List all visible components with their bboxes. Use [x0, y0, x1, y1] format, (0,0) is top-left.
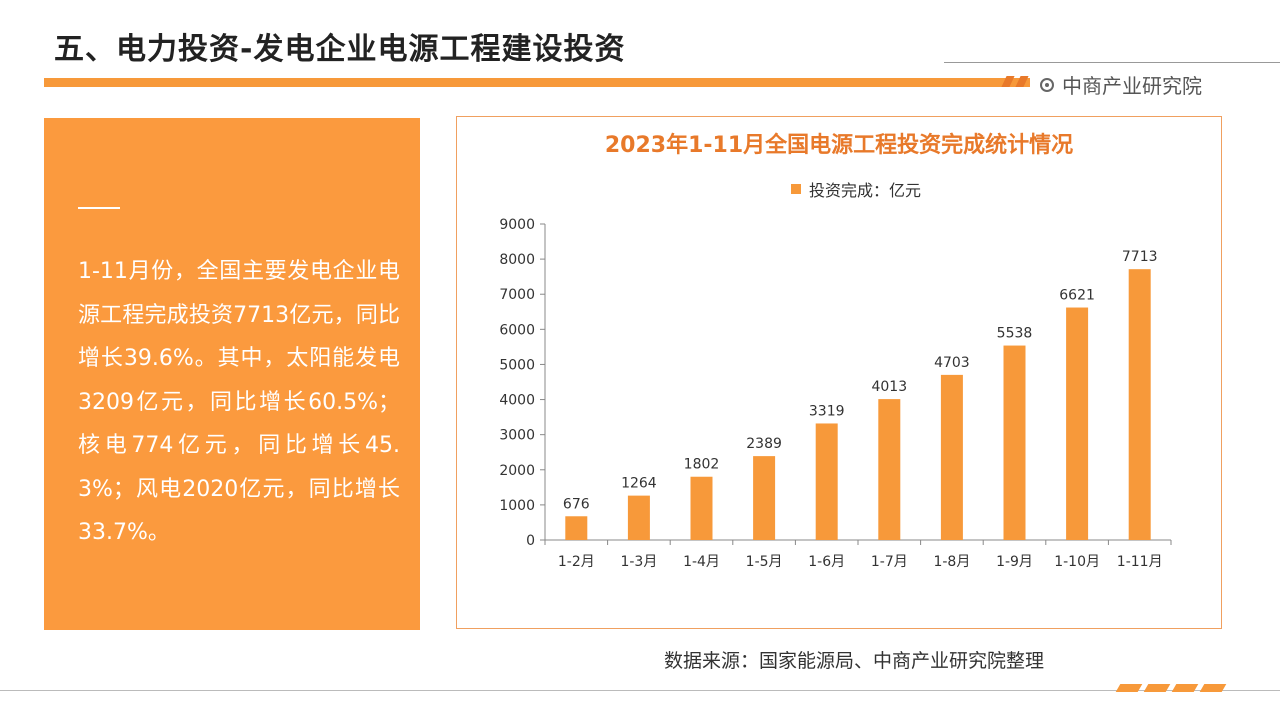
data-label: 2389	[746, 436, 782, 452]
y-tick-label: 6000	[499, 322, 535, 338]
bar	[753, 456, 776, 540]
data-label: 4703	[934, 355, 970, 371]
x-tick-label: 1-3月	[620, 554, 657, 570]
title-divider	[44, 78, 1030, 87]
data-label: 5538	[997, 326, 1033, 342]
bar	[1066, 307, 1089, 540]
y-tick-label: 0	[526, 533, 535, 549]
data-label: 3319	[809, 403, 845, 419]
chart-panel: 2023年1-11月全国电源工程投资完成统计情况 投资完成：亿元 0 1000 20…	[456, 116, 1222, 629]
data-label: 4013	[871, 379, 907, 395]
x-tick-label: 1-8月	[933, 554, 970, 570]
bar	[1128, 269, 1151, 540]
bar	[1003, 345, 1026, 540]
chart-legend: 投资完成：亿元	[791, 177, 921, 201]
summary-text: 1-11月份，全国主要发电企业电源工程完成投资7713亿元，同比增长39.6%。…	[78, 259, 400, 545]
data-label: 1264	[621, 476, 657, 492]
y-tick-label: 7000	[499, 287, 535, 303]
y-tick-label: 4000	[499, 393, 535, 409]
y-tick-label: 9000	[499, 217, 535, 233]
footer-stripe	[1143, 684, 1171, 692]
bar	[815, 423, 838, 540]
x-tick-label: 1-10月	[1054, 554, 1100, 570]
summary-rule	[78, 207, 120, 209]
data-source: 数据来源：国家能源局、中商产业研究院整理	[664, 650, 1045, 672]
bar	[940, 374, 963, 540]
legend-swatch	[791, 184, 801, 194]
x-tick-label: 1-5月	[746, 554, 783, 570]
bar	[690, 476, 713, 540]
y-tick-label: 8000	[499, 252, 535, 268]
data-label: 7713	[1122, 249, 1158, 265]
x-tick-label: 1-4月	[683, 554, 720, 570]
page-title: 五、电力投资-发电企业电源工程建设投资	[54, 32, 626, 67]
brand-icon	[1040, 77, 1054, 92]
title-divider-thin	[944, 62, 1280, 63]
x-tick-label: 1-6月	[808, 554, 845, 570]
x-tick-label: 1-7月	[871, 554, 908, 570]
chart-title: 2023年1-11月全国电源工程投资完成统计情况	[604, 133, 1074, 158]
x-tick-label: 1-9月	[996, 554, 1033, 570]
legend-label: 投资完成：亿元	[809, 181, 922, 200]
bar-chart: 0 1000 2000 3000 4000 5000 6000 7000 8000 9000 676…	[499, 217, 1172, 570]
data-label: 1802	[684, 457, 720, 473]
bar	[627, 495, 650, 540]
data-label: 6621	[1059, 288, 1095, 304]
brand-logo: 中商产业研究院	[1040, 70, 1202, 99]
data-label: 676	[563, 496, 590, 512]
footer-stripe	[1199, 684, 1227, 692]
footer-stripe	[1171, 684, 1199, 692]
bar	[565, 516, 588, 540]
x-tick-label: 1-2月	[558, 554, 595, 570]
x-tick-label: 1-11月	[1117, 554, 1163, 570]
bar	[878, 399, 901, 540]
y-tick-label: 5000	[499, 357, 535, 373]
footer-stripe	[1115, 684, 1143, 692]
footer-divider	[0, 690, 1280, 691]
y-tick-label: 1000	[499, 498, 535, 514]
y-tick-label: 2000	[499, 463, 535, 479]
brand-name: 中商产业研究院	[1062, 74, 1202, 98]
y-tick-label: 3000	[499, 428, 535, 444]
summary-panel	[44, 118, 420, 630]
